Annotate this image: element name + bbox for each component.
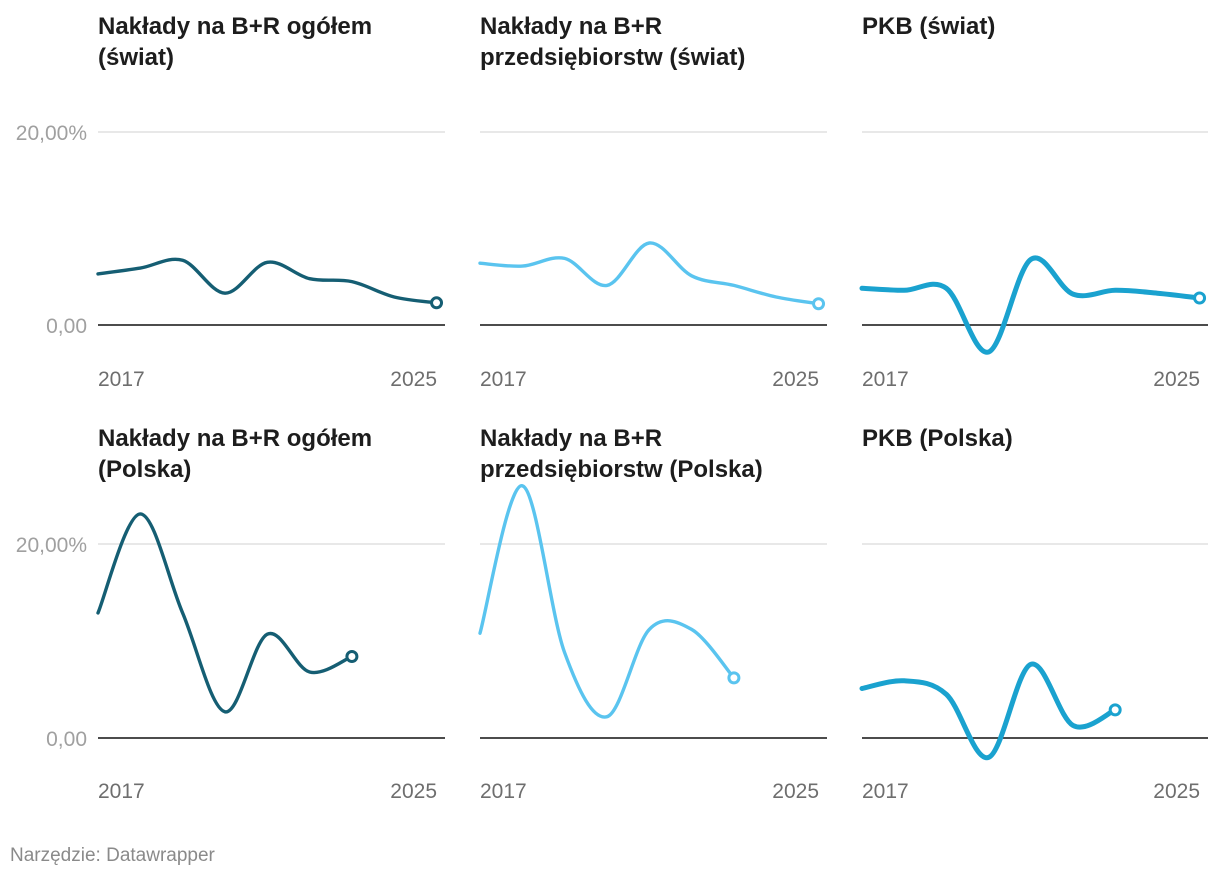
series-line <box>478 484 736 719</box>
x-tick-label: 2017 <box>862 368 909 391</box>
panel-title: PKB (Polska) <box>862 425 1013 452</box>
credit-note: Narzędzie: Datawrapper <box>10 845 215 866</box>
x-tick-label: 2025 <box>772 780 819 803</box>
panel-title-line: (świat) <box>98 44 174 71</box>
x-tick-label: 2025 <box>390 780 437 803</box>
panel-title-line: Nakłady na B+R ogółem <box>98 425 372 452</box>
end-point-marker <box>1193 291 1207 305</box>
x-tick-label: 2017 <box>862 780 909 803</box>
panel-title-line: PKB (Polska) <box>862 425 1013 452</box>
series-line <box>859 255 1203 355</box>
chart-panel-3: PKB (świat) 2017 2025 <box>859 13 1208 391</box>
panel-title-line: przedsiębiorstw (Polska) <box>480 456 763 483</box>
panel-title-line: (Polska) <box>98 456 191 483</box>
chart-panel-6: PKB (Polska) 2017 2025 <box>859 425 1208 803</box>
x-tick-label: 2017 <box>480 780 527 803</box>
series-line <box>96 257 439 305</box>
end-point-marker <box>345 650 359 664</box>
x-tick-label: 2025 <box>390 368 437 391</box>
series-line <box>478 241 821 306</box>
panel-title-line: Nakłady na B+R <box>480 425 662 452</box>
end-point-marker <box>430 296 444 310</box>
chart-panel-1: Nakłady na B+R ogółem (świat) 20,00% 0,00 20… <box>16 13 445 391</box>
x-tick-label: 2017 <box>480 368 527 391</box>
x-tick-label: 2025 <box>772 368 819 391</box>
y-tick-label: 0,00 <box>46 315 87 338</box>
end-point-marker <box>727 671 741 685</box>
x-tick-label: 2017 <box>98 780 145 803</box>
chart-panel-2: Nakłady na B+R przedsiębiorstw (świat) 201… <box>478 13 827 391</box>
chart-panel-4: Nakłady na B+R ogółem (Polska) 20,00% 0,00 2… <box>16 425 445 803</box>
series-line <box>96 512 354 714</box>
y-tick-label: 0,00 <box>46 728 87 751</box>
panel-title: Nakłady na B+R przedsiębiorstw (świat) <box>480 13 745 71</box>
end-point-marker <box>812 297 826 311</box>
y-tick-label: 20,00% <box>16 122 87 145</box>
x-tick-label: 2025 <box>1153 368 1200 391</box>
panel-title: Nakłady na B+R ogółem (Polska) <box>98 425 372 483</box>
y-tick-label: 20,00% <box>16 534 87 557</box>
x-tick-label: 2017 <box>98 368 145 391</box>
panel-title-line: Nakłady na B+R <box>480 13 662 40</box>
series-line <box>859 661 1118 760</box>
end-point-marker <box>1108 703 1122 717</box>
chart-panel-5: Nakłady na B+R przedsiębiorstw (Polska) 20… <box>478 425 827 803</box>
panel-title-line: PKB (świat) <box>862 13 995 40</box>
panel-title: Nakłady na B+R ogółem (świat) <box>98 13 372 71</box>
panel-title: PKB (świat) <box>862 13 995 40</box>
panel-title-line: Nakłady na B+R ogółem <box>98 13 372 40</box>
x-tick-label: 2025 <box>1153 780 1200 803</box>
panel-title-line: przedsiębiorstw (świat) <box>480 44 745 71</box>
panel-title: Nakłady na B+R przedsiębiorstw (Polska) <box>480 425 763 483</box>
